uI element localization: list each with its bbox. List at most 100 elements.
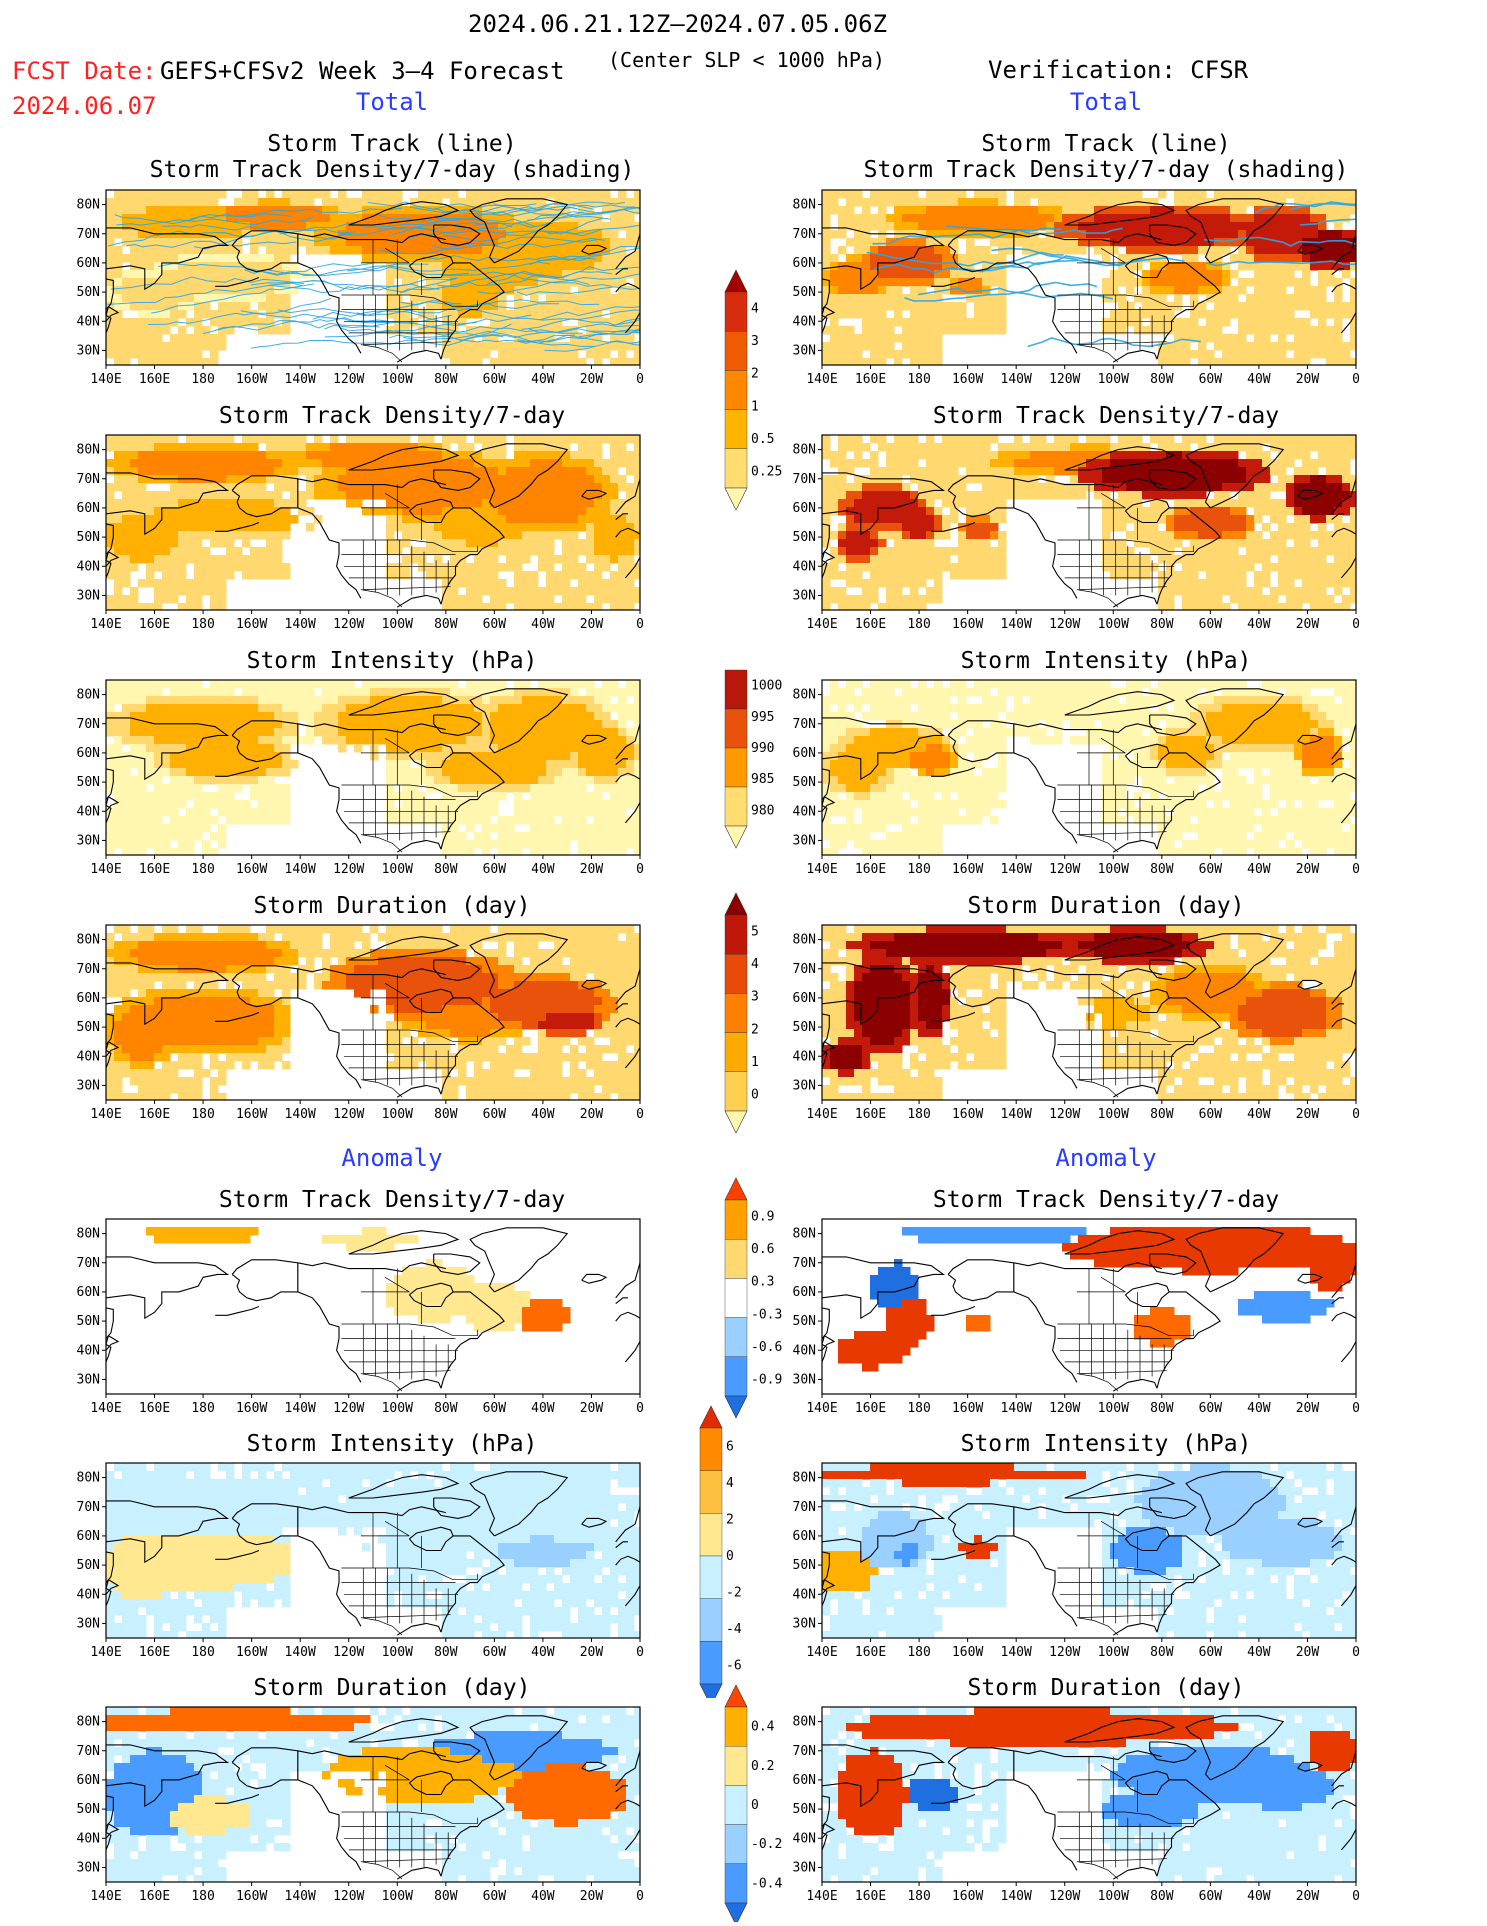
lat-tick-label: 30N (77, 833, 100, 848)
lat-tick-label: 60N (793, 256, 816, 271)
lat-tick-label: 80N (793, 933, 816, 948)
lat-tick-label: 60N (77, 501, 100, 516)
title-density-anom-right: Storm Track Density/7-day (806, 1187, 1406, 1214)
lat-tick-label: 60N (77, 256, 100, 271)
lon-tick-label: 180 (191, 1107, 214, 1122)
colorbar-label: 6 (726, 1439, 734, 1454)
lat-tick-label: 50N (793, 1314, 816, 1329)
lon-tick-label: 100W (382, 617, 413, 632)
lon-tick-label: 20W (1296, 1107, 1320, 1122)
lat-tick-label: 50N (77, 285, 100, 300)
lat-tick-label: 30N (793, 1078, 816, 1093)
verification-title: Verification: CFSR (988, 56, 1248, 84)
lon-tick-label: 120W (333, 1645, 364, 1660)
lon-tick-label: 40W (531, 617, 555, 632)
lon-tick-label: 140W (285, 1889, 316, 1904)
lat-tick-label: 40N (77, 804, 100, 819)
lat-tick-label: 40N (77, 1587, 100, 1602)
lon-tick-label: 100W (1098, 1645, 1129, 1660)
colorbar-label: 1 (751, 399, 759, 414)
lon-tick-label: 60W (483, 1107, 507, 1122)
section-anomaly-right: Anomaly (806, 1144, 1406, 1172)
lon-tick-label: 180 (191, 1889, 214, 1904)
lat-tick-label: 80N (77, 688, 100, 703)
lon-tick-label: 100W (382, 1889, 413, 1904)
lat-tick-label: 40N (793, 559, 816, 574)
lon-tick-label: 180 (907, 617, 930, 632)
lon-tick-label: 100W (382, 372, 413, 387)
colorbar-label: 2 (751, 367, 759, 382)
lat-tick-label: 70N (77, 472, 100, 487)
lat-tick-label: 30N (793, 1860, 816, 1875)
lon-tick-label: 140E (90, 862, 121, 877)
lon-tick-label: 140W (1001, 1401, 1032, 1416)
lon-tick-label: 40W (531, 1889, 555, 1904)
lon-tick-label: 100W (382, 862, 413, 877)
colorbar-label: 0.25 (751, 465, 782, 480)
lon-tick-label: 140E (806, 617, 837, 632)
lon-tick-label: 140W (285, 617, 316, 632)
lon-tick-label: 160E (855, 1645, 886, 1660)
lon-tick-label: 0 (636, 1401, 644, 1416)
title-duration-left: Storm Duration (day) (92, 893, 692, 920)
lon-tick-label: 80W (434, 372, 458, 387)
lat-tick-label: 40N (77, 559, 100, 574)
lon-tick-label: 140E (806, 1645, 837, 1660)
lon-tick-label: 180 (907, 372, 930, 387)
lon-tick-label: 120W (333, 1107, 364, 1122)
lon-tick-label: 140E (90, 1107, 121, 1122)
lon-tick-label: 0 (1352, 1401, 1360, 1416)
lon-tick-label: 60W (483, 1645, 507, 1660)
colorbar-label: 0.5 (751, 432, 774, 447)
lon-tick-label: 0 (636, 617, 644, 632)
colorbar-label: 1 (751, 1055, 759, 1070)
lon-tick-label: 160W (952, 1645, 983, 1660)
lat-tick-label: 50N (77, 1802, 100, 1817)
lon-tick-label: 140W (1001, 1107, 1032, 1122)
lon-tick-label: 160W (236, 617, 267, 632)
colorbar-label: 2 (751, 1022, 759, 1037)
lon-tick-label: 0 (636, 372, 644, 387)
lon-tick-label: 140E (806, 862, 837, 877)
lat-tick-label: 50N (793, 1020, 816, 1035)
lon-tick-label: 20W (580, 1401, 604, 1416)
lat-tick-label: 40N (793, 1831, 816, 1846)
lon-tick-label: 140E (90, 617, 121, 632)
colorbar-label: 4 (751, 301, 759, 316)
lon-tick-label: 180 (191, 862, 214, 877)
lon-tick-label: 0 (1352, 1889, 1360, 1904)
lon-tick-label: 0 (1352, 617, 1360, 632)
period-title: 2024.06.21.12Z–2024.07.05.06Z (468, 10, 887, 38)
lon-tick-label: 20W (580, 617, 604, 632)
lon-tick-label: 20W (1296, 862, 1320, 877)
lon-tick-label: 20W (1296, 372, 1320, 387)
lat-tick-label: 30N (77, 343, 100, 358)
model-title: GEFS+CFSv2 Week 3–4 Forecast (160, 57, 565, 85)
lon-tick-label: 160W (952, 617, 983, 632)
lon-tick-label: 80W (434, 1401, 458, 1416)
colorbar-label: -0.9 (751, 1373, 782, 1388)
lon-tick-label: 100W (1098, 372, 1129, 387)
colorbar-label: -0.3 (751, 1307, 782, 1322)
lon-tick-label: 120W (333, 862, 364, 877)
lon-tick-label: 80W (1150, 862, 1174, 877)
title-density-anom-left: Storm Track Density/7-day (92, 1187, 692, 1214)
lat-tick-label: 30N (793, 1372, 816, 1387)
title-density-left: Storm Track Density/7-day (92, 403, 692, 430)
colorbar-label: 995 (751, 710, 774, 725)
lat-tick-label: 50N (793, 285, 816, 300)
lat-tick-label: 30N (793, 833, 816, 848)
colorbar-label: -0.2 (751, 1837, 782, 1852)
lon-tick-label: 20W (1296, 1889, 1320, 1904)
lat-tick-label: 60N (793, 1773, 816, 1788)
lat-tick-label: 30N (77, 1372, 100, 1387)
